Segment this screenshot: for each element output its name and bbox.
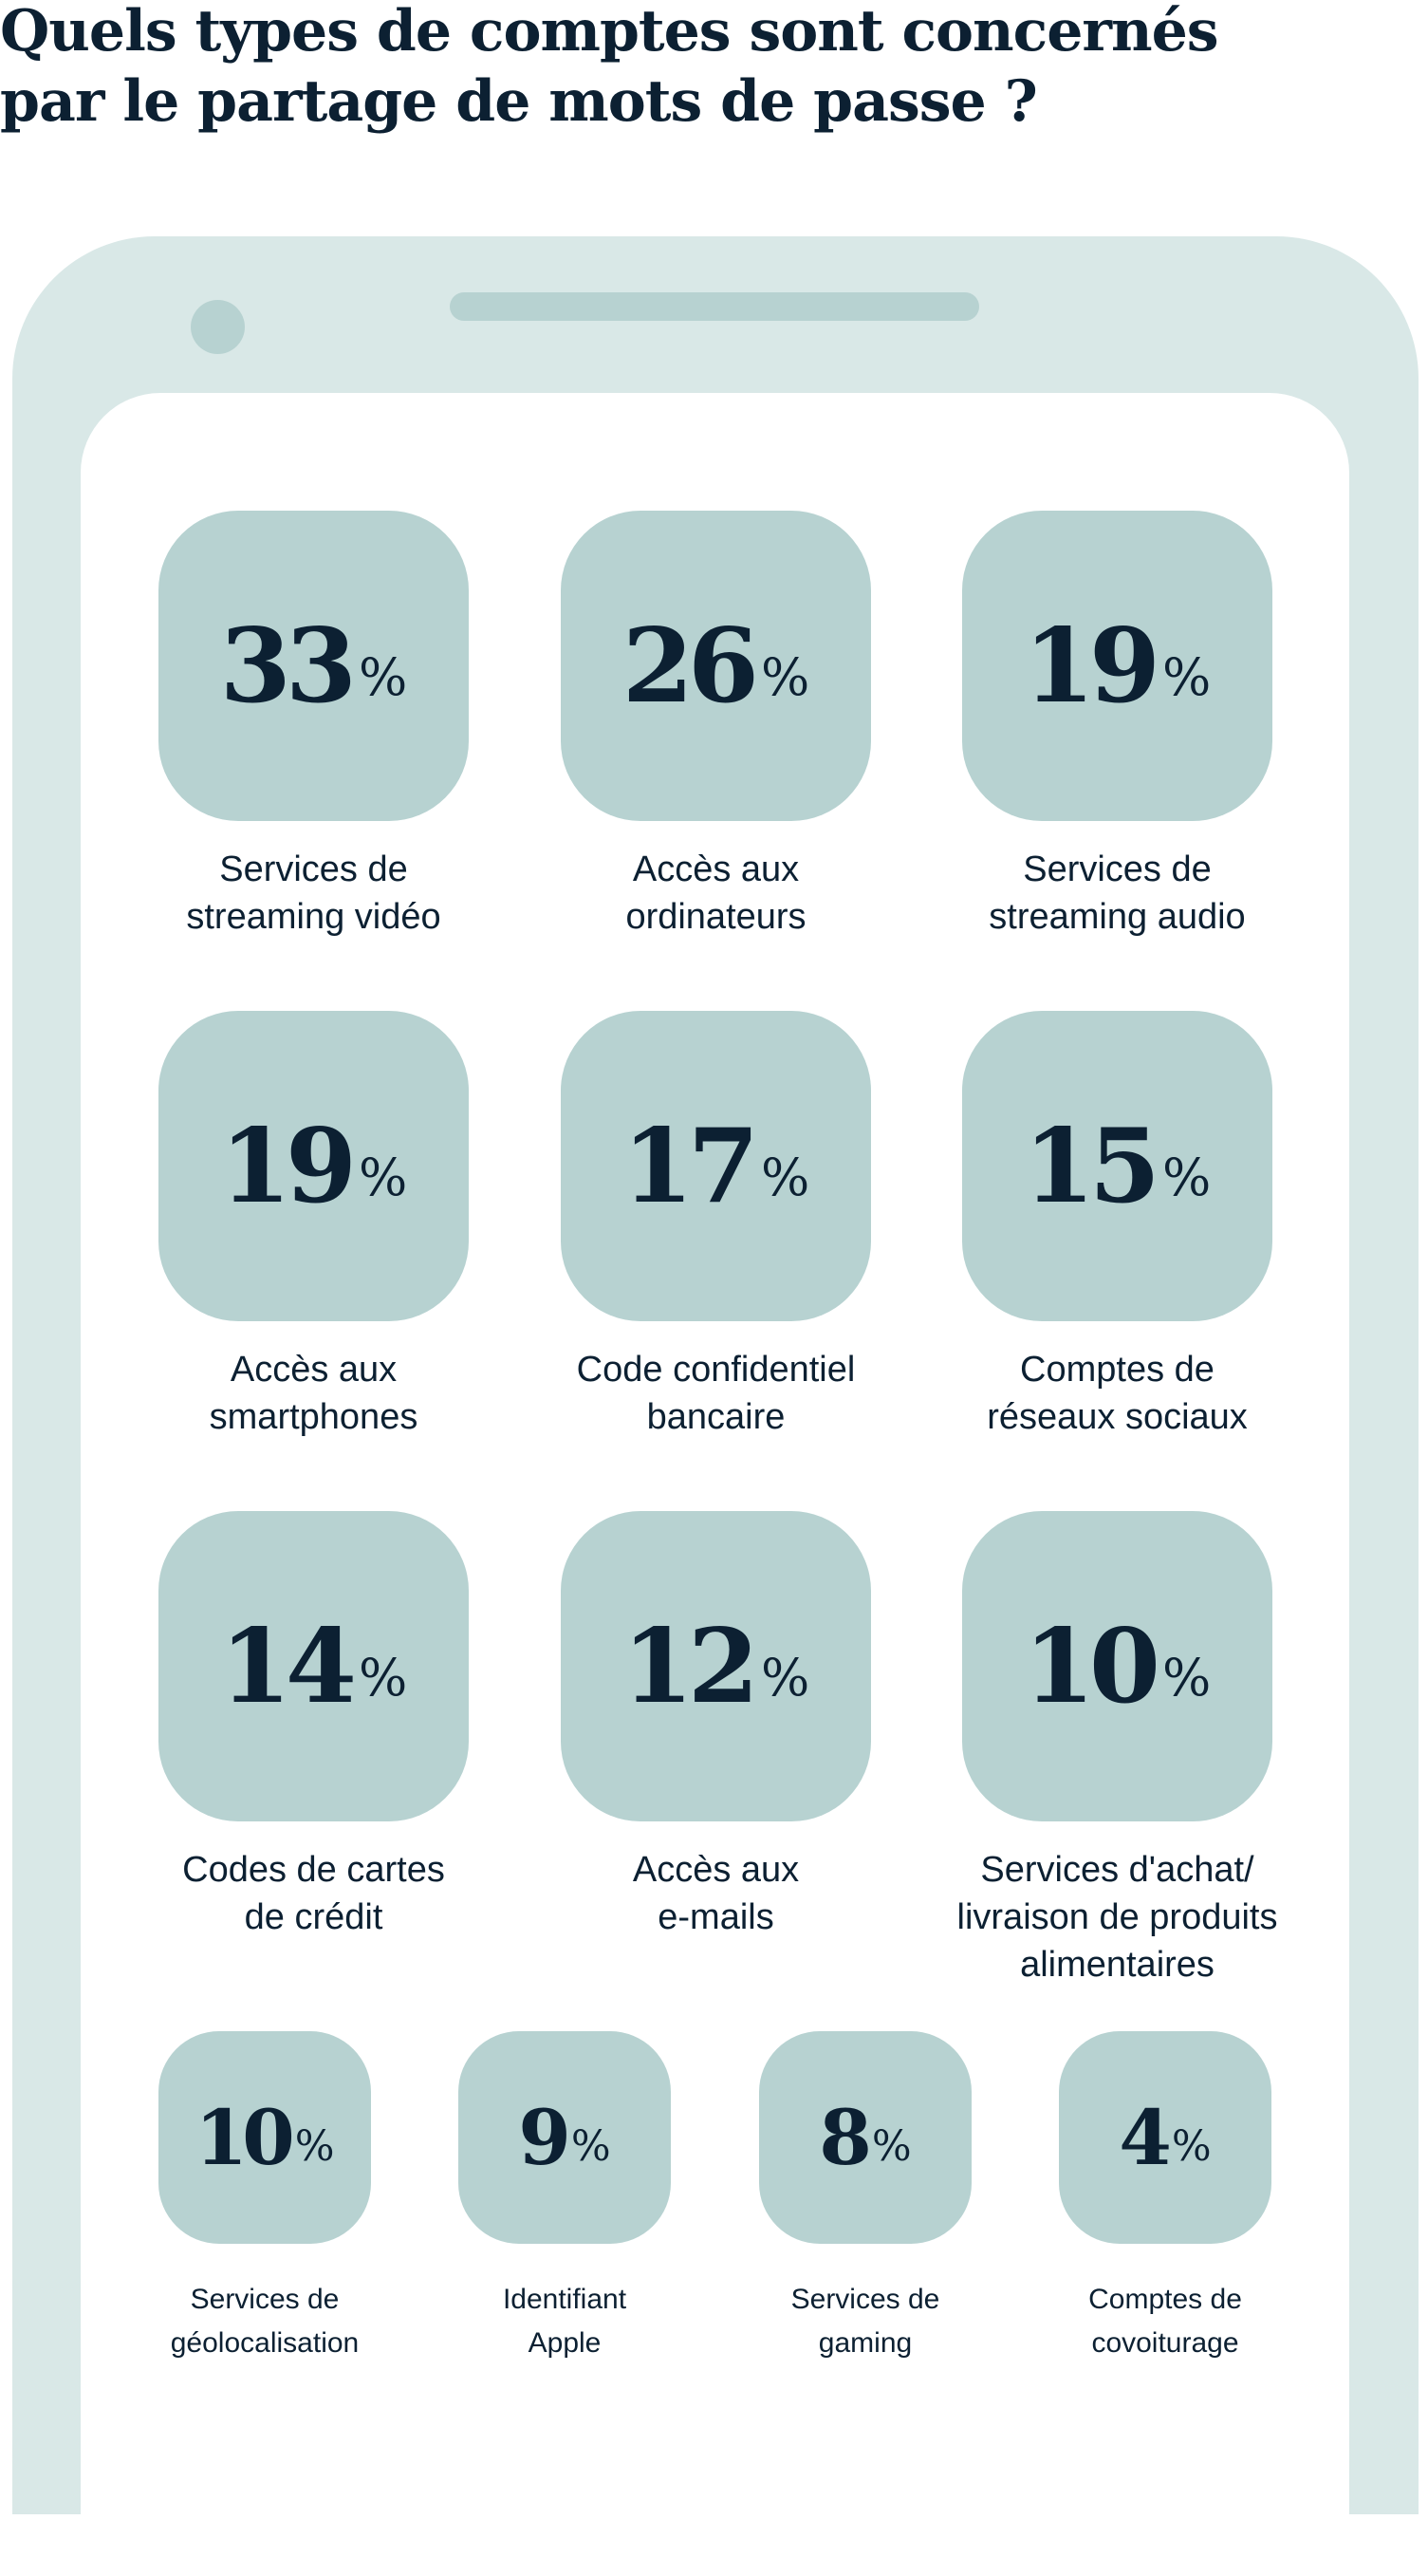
stat-label-line: gaming bbox=[818, 2327, 913, 2359]
stat-label-line: Identifiant bbox=[502, 2284, 627, 2315]
stat-label-line: livraison de produits bbox=[956, 1897, 1278, 1937]
title-line-2: par le partage de mots de passe ? bbox=[0, 68, 1038, 135]
stat-label: Services de gaming bbox=[723, 2278, 1008, 2365]
stat-label-line: covoiturage bbox=[1091, 2327, 1239, 2359]
stat-label-line: réseaux sociaux bbox=[987, 1397, 1248, 1437]
stat-label-line: alimentaires bbox=[1020, 1945, 1215, 1985]
stat-label-line: Comptes de bbox=[1088, 2284, 1242, 2315]
stat-tile: 8% bbox=[759, 2031, 972, 2244]
stat-label: Accès aux smartphones bbox=[115, 1346, 513, 1441]
stat-tile: 10% bbox=[962, 1511, 1272, 1821]
stat-label: Comptes de covoiturage bbox=[1023, 2278, 1307, 2365]
stat-value: 19 bbox=[219, 1106, 357, 1226]
stat-label-line: Services de bbox=[790, 2284, 940, 2315]
stat-label: Comptes de réseaux sociaux bbox=[918, 1346, 1317, 1441]
camera-icon bbox=[191, 300, 245, 354]
stat-label: Services de géolocalisation bbox=[122, 2278, 407, 2365]
stat-label-line: bancaire bbox=[646, 1397, 786, 1437]
stat-label-line: streaming audio bbox=[989, 897, 1246, 937]
stat-label-line: smartphones bbox=[209, 1397, 418, 1437]
stat-label-line: ordinateurs bbox=[625, 897, 807, 937]
stat-unit: % bbox=[358, 1648, 408, 1708]
stat-unit: % bbox=[1161, 647, 1212, 707]
stat-label: Services d'achat/livraison de produits al… bbox=[918, 1846, 1317, 1988]
stat-value: 8 bbox=[819, 2093, 872, 2182]
stat-unit: % bbox=[760, 647, 810, 707]
stat-tile: 4% bbox=[1059, 2031, 1271, 2244]
stat-label: Accès aux ordinateurs bbox=[517, 846, 916, 941]
speaker-bar bbox=[450, 292, 979, 321]
stat-label-line: géolocalisation bbox=[170, 2327, 360, 2359]
stat-unit: % bbox=[570, 2121, 611, 2171]
stat-value: 10 bbox=[1023, 1606, 1160, 1727]
stat-value: 12 bbox=[621, 1606, 759, 1727]
stat-unit: % bbox=[294, 2121, 335, 2171]
stat-value: 17 bbox=[621, 1106, 759, 1226]
stat-label-line: Services de bbox=[219, 849, 408, 889]
stat-label: Services de streaming vidéo bbox=[115, 846, 513, 941]
stat-value: 33 bbox=[219, 606, 357, 726]
stat-label-line: Services de bbox=[190, 2284, 340, 2315]
stat-tile: 9% bbox=[458, 2031, 671, 2244]
stat-unit: % bbox=[760, 1148, 810, 1207]
stat-unit: % bbox=[760, 1648, 810, 1708]
stat-label-line: Codes de cartes bbox=[182, 1850, 445, 1890]
stat-tile: 19% bbox=[158, 1011, 469, 1321]
page-title: Quels types de comptes sont concernés pa… bbox=[0, 0, 1219, 137]
stat-unit: % bbox=[1171, 2121, 1212, 2171]
stat-value: 10 bbox=[195, 2093, 294, 2182]
stat-label-line: Accès aux bbox=[632, 849, 800, 889]
stat-label: Accès aux e-mails bbox=[517, 1846, 916, 1941]
stat-label-line: Accès aux bbox=[632, 1850, 800, 1890]
stat-tile: 19% bbox=[962, 511, 1272, 821]
stat-tile: 33% bbox=[158, 511, 469, 821]
stat-label-line: e-mails bbox=[658, 1897, 774, 1937]
stat-label-line: de crédit bbox=[244, 1897, 383, 1937]
stat-value: 19 bbox=[1023, 606, 1160, 726]
stat-unit: % bbox=[871, 2121, 912, 2171]
stat-label-line: Services d'achat/ bbox=[980, 1850, 1254, 1890]
stat-label-line: Comptes de bbox=[1020, 1350, 1215, 1390]
stat-label-line: Accès aux bbox=[230, 1350, 398, 1390]
stat-unit: % bbox=[358, 1148, 408, 1207]
stat-label: Services de streaming audio bbox=[918, 846, 1317, 941]
stat-value: 15 bbox=[1023, 1106, 1160, 1226]
title-line-1: Quels types de comptes sont concernés bbox=[0, 0, 1219, 65]
stat-value: 26 bbox=[621, 606, 759, 726]
stat-tile: 14% bbox=[158, 1511, 469, 1821]
stat-label-line: Services de bbox=[1023, 849, 1212, 889]
stat-value: 9 bbox=[518, 2093, 571, 2182]
stat-value: 4 bbox=[1119, 2093, 1172, 2182]
stat-unit: % bbox=[1161, 1648, 1212, 1708]
stat-unit: % bbox=[1161, 1148, 1212, 1207]
stat-unit: % bbox=[358, 647, 408, 707]
stat-label: Codes de cartes de crédit bbox=[115, 1846, 513, 1941]
stat-label-line: Code confidentiel bbox=[576, 1350, 856, 1390]
stat-label-line: Apple bbox=[528, 2327, 602, 2359]
stat-tile: 15% bbox=[962, 1011, 1272, 1321]
stat-label-line: streaming vidéo bbox=[186, 897, 441, 937]
stat-label: Code confidentiel bancaire bbox=[517, 1346, 916, 1441]
stat-value: 14 bbox=[219, 1606, 357, 1727]
stat-tile: 26% bbox=[561, 511, 871, 821]
stat-tile: 17% bbox=[561, 1011, 871, 1321]
stat-tile: 12% bbox=[561, 1511, 871, 1821]
stat-label: Identifiant Apple bbox=[422, 2278, 707, 2365]
stat-tile: 10% bbox=[158, 2031, 371, 2244]
